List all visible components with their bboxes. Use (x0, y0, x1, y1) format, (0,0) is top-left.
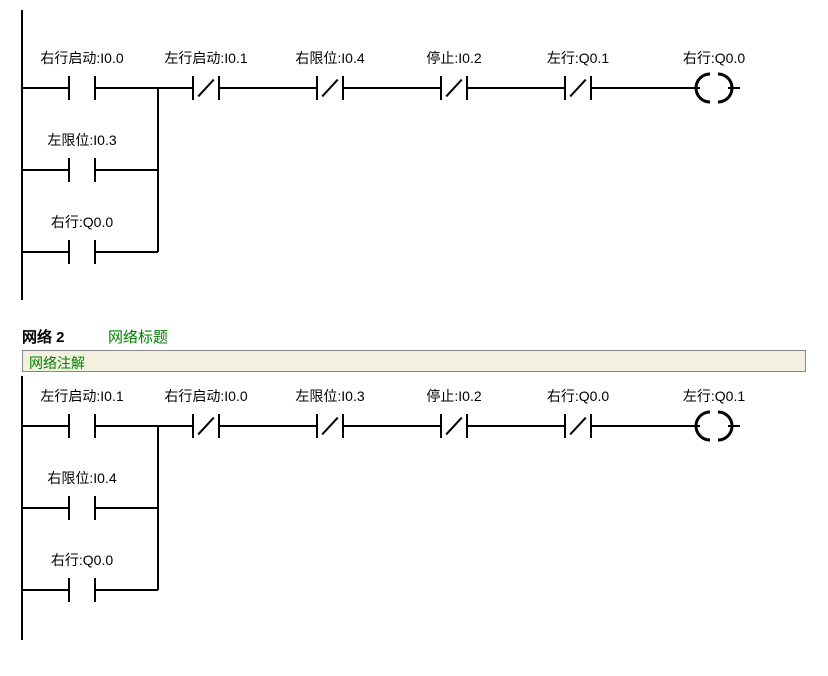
wire (484, 425, 548, 427)
wire (728, 425, 740, 427)
wire (343, 425, 360, 427)
wire (95, 425, 112, 427)
wire (112, 589, 158, 591)
wire (176, 425, 193, 427)
wire (52, 251, 69, 253)
wire (424, 425, 441, 427)
coil-label: 右行:Q0.0 (654, 48, 774, 68)
wire (360, 87, 424, 89)
wire (424, 87, 441, 89)
wire (68, 76, 70, 100)
wire (68, 578, 70, 602)
contact-no-label: 右限位:I0.4 (22, 468, 142, 488)
wire (608, 425, 688, 427)
wire (343, 87, 360, 89)
wire (467, 87, 484, 89)
wire (95, 251, 112, 253)
wire (157, 426, 159, 508)
coil-label: 左行:Q0.1 (654, 386, 774, 406)
wire (157, 170, 159, 252)
wire (68, 240, 70, 264)
wire (157, 88, 159, 170)
wire (52, 425, 69, 427)
contact-nc-label: 右限位:I0.4 (270, 48, 390, 68)
coil-icon (696, 70, 732, 106)
wire (467, 425, 484, 427)
wire (300, 87, 317, 89)
wire (95, 87, 112, 89)
contact-no-label: 右行启动:I0.0 (22, 48, 142, 68)
network-number: 网络 2 (22, 326, 65, 347)
nc-slash (317, 414, 343, 438)
nc-slash (441, 414, 467, 438)
wire (236, 425, 300, 427)
nc-slash (565, 414, 591, 438)
wire (22, 589, 52, 591)
contact-no-label: 右行:Q0.0 (22, 212, 142, 232)
contact-no-label: 左限位:I0.3 (22, 130, 142, 150)
wire (300, 425, 317, 427)
wire (68, 496, 70, 520)
wire (68, 158, 70, 182)
nc-slash (565, 76, 591, 100)
wire (591, 425, 608, 427)
contact-nc-label: 右行启动:I0.0 (146, 386, 266, 406)
wire (591, 87, 608, 89)
wire (484, 87, 548, 89)
wire (548, 87, 565, 89)
wire (548, 425, 565, 427)
wire (112, 425, 176, 427)
wire (52, 87, 69, 89)
wire (22, 425, 52, 427)
wire (112, 251, 158, 253)
wire (95, 169, 112, 171)
wire (728, 87, 740, 89)
wire (52, 169, 69, 171)
wire (219, 87, 236, 89)
contact-no-label: 右行:Q0.0 (22, 550, 142, 570)
contact-nc-label: 左行启动:I0.1 (146, 48, 266, 68)
wire (236, 87, 300, 89)
wire (176, 87, 193, 89)
wire (95, 589, 112, 591)
nc-slash (193, 76, 219, 100)
contact-no-label: 左行启动:I0.1 (22, 386, 142, 406)
nc-slash (441, 76, 467, 100)
contact-nc-label: 停止:I0.2 (394, 386, 514, 406)
wire (112, 87, 176, 89)
coil-icon (696, 408, 732, 444)
wire (608, 87, 688, 89)
wire (52, 589, 69, 591)
wire (22, 169, 52, 171)
contact-nc-label: 停止:I0.2 (394, 48, 514, 68)
wire (52, 507, 69, 509)
nc-slash (193, 414, 219, 438)
contact-nc-label: 右行:Q0.0 (518, 386, 638, 406)
nc-slash (317, 76, 343, 100)
network-comment: 网络注解 (22, 350, 806, 372)
network-title: 网络标题 (108, 326, 168, 347)
wire (112, 169, 158, 171)
wire (22, 507, 52, 509)
wire (157, 508, 159, 590)
contact-nc-label: 左行:Q0.1 (518, 48, 638, 68)
contact-nc-label: 左限位:I0.3 (270, 386, 390, 406)
wire (219, 425, 236, 427)
wire (112, 507, 158, 509)
wire (360, 425, 424, 427)
wire (95, 507, 112, 509)
wire (22, 251, 52, 253)
ladder-diagram: 右行启动:I0.0左行启动:I0.1右限位:I0.4停止:I0.2左行:Q0.1… (0, 0, 828, 676)
wire (22, 87, 52, 89)
wire (68, 414, 70, 438)
